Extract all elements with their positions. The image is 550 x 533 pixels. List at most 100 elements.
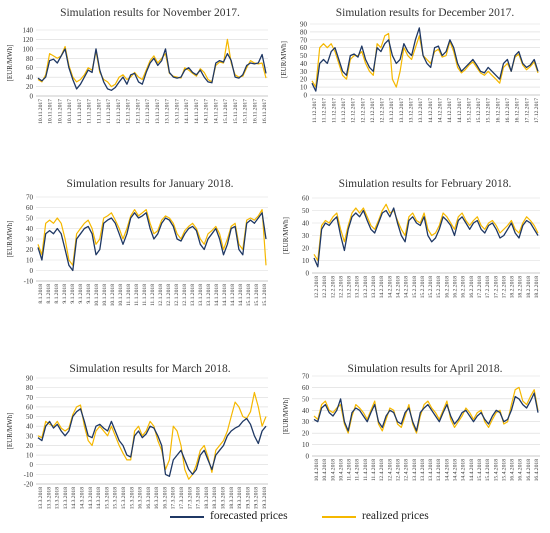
y-tick-label: 30 [302,232,310,240]
x-tick-label: 14.3.2018 [79,487,85,510]
x-tick-label: 8.1.2018 [38,284,44,304]
x-tick-label: 13.3.2018 [63,487,69,510]
series-line-forecasted [311,27,539,92]
x-tick-label: 13.12.2017 [418,98,424,123]
x-tick-label: 15.3.2018 [104,487,110,510]
x-tick-label: 11.1.2018 [142,284,148,306]
x-tick-label: 16.11.2017 [262,99,268,124]
x-tick-label: 16.11.2017 [252,99,258,124]
x-tick-label: 19.3.2018 [245,487,251,510]
legend: forecasted prices realized prices [0,506,550,530]
x-tick-label: 12.1.2018 [182,284,188,307]
x-tick-label: 17.3.2018 [179,487,185,510]
y-tick-label: -10 [24,471,34,479]
y-tick-label: 40 [26,423,34,431]
x-tick-label: 12.12.2017 [380,98,386,123]
x-tick-label: 18.3.2018 [229,487,235,510]
x-tick-label: 12.4.2018 [379,459,385,482]
y-axis-label: [EUR/MWh] [282,217,290,254]
legend-swatch-realized [322,516,356,518]
x-tick-label: 17.3.2018 [171,487,177,510]
x-tick-label: 10.11.2017 [38,99,44,124]
y-tick-label: 140 [23,27,34,35]
y-tick-label: 70 [300,36,308,44]
y-tick-label: 20 [302,245,310,253]
y-tick-label: 0 [306,453,310,461]
x-tick-label: 14.1.2018 [230,284,236,307]
x-tick-label: 8.1.2018 [46,284,52,304]
legend-label-forecast: forecasted prices [210,510,288,522]
y-tick-label: 90 [300,21,308,29]
x-tick-label: 16.4.2018 [526,459,532,482]
x-tick-label: 17.12.2017 [534,98,540,123]
x-tick-label: 14.2.2018 [395,276,401,299]
x-tick-label: 10.4.2018 [330,459,336,482]
y-axis-label: [EUR/MWh] [280,41,288,78]
chart-title: Simulation results for November 2017. [60,7,240,19]
x-tick-label: 16.3.2018 [146,487,152,510]
y-tick-label: 80 [26,55,34,63]
x-tick-label: 16.12.2017 [515,98,521,123]
x-tick-label: 15.11.2017 [233,99,239,124]
x-tick-label: 16.3.2018 [138,487,144,510]
x-tick-label: 14.3.2018 [96,487,102,510]
x-tick-label: 10.4.2018 [338,459,344,482]
x-tick-label: 16.3.2018 [162,487,168,510]
x-tick-label: 16.12.2017 [505,98,511,123]
x-tick-label: 14.2.2018 [379,276,385,299]
x-tick-label: 16.4.2018 [534,459,540,482]
y-tick-label: 50 [300,52,308,60]
x-tick-label: 15.3.2018 [129,487,135,510]
x-tick-label: 9.1.2018 [86,284,92,304]
chart-title: Simulation results for April 2018. [348,363,503,375]
x-tick-label: 11.1.2018 [134,284,140,306]
x-tick-label: 15.2.2018 [428,276,434,299]
y-tick-label: 10 [26,452,34,460]
y-tick-label: 40 [26,225,34,233]
x-tick-label: 13.1.2018 [190,284,196,307]
x-tick-label: 15.12.2017 [476,98,482,123]
x-tick-label: 12.2.2018 [338,276,344,299]
x-tick-label: 11.11.2017 [106,99,112,124]
y-tick-label: -10 [24,278,34,286]
x-tick-label: 13.3.2018 [55,487,61,510]
x-tick-label: 19.3.2018 [254,487,260,510]
y-tick-label: 50 [302,395,310,403]
x-tick-label: 11.12.2017 [312,98,318,123]
x-tick-label: 12.12.2017 [351,98,357,123]
y-tick-label: 30 [26,432,34,440]
x-tick-label: 14.12.2017 [457,98,463,123]
series-line-forecasted [313,392,539,432]
x-tick-label: 12.11.2017 [116,99,122,124]
x-tick-label: 15.4.2018 [485,459,491,482]
x-tick-label: 17.2.2018 [493,276,499,299]
x-tick-label: 16.3.2018 [154,487,160,510]
x-tick-label: 14.11.2017 [194,99,200,124]
y-tick-label: 30 [300,68,308,76]
x-tick-label: 15.1.2018 [246,284,252,307]
x-tick-label: 10.4.2018 [322,459,328,482]
x-tick-label: 18.3.2018 [221,487,227,510]
y-tick-label: 60 [26,204,34,212]
y-tick-label: 80 [26,384,34,392]
x-tick-label: 15.4.2018 [501,459,507,482]
x-tick-label: 9.1.2018 [62,284,68,304]
x-tick-label: 15.12.2017 [486,98,492,123]
x-tick-label: 18.2.2018 [518,276,524,299]
y-tick-label: 20 [26,83,34,91]
x-tick-label: 13.3.2018 [38,487,44,510]
x-tick-label: 12.4.2018 [404,459,410,482]
x-tick-label: 14.3.2018 [71,487,77,510]
x-tick-label: 16.2.2018 [453,276,459,299]
x-tick-label: 17.3.2018 [187,487,193,510]
chart-title: Simulation results for December 2017. [336,7,515,19]
x-tick-label: 14.12.2017 [437,98,443,123]
y-tick-label: 0 [304,92,308,100]
x-tick-label: 17.12.2017 [524,98,530,123]
x-tick-label: 11.1.2018 [126,284,132,306]
y-tick-label: 20 [26,246,34,254]
legend-label-realized: realized prices [362,510,429,522]
x-tick-label: 17.2.2018 [501,276,507,299]
y-tick-label: 60 [302,384,310,392]
x-tick-label: 14.1.2018 [238,284,244,307]
